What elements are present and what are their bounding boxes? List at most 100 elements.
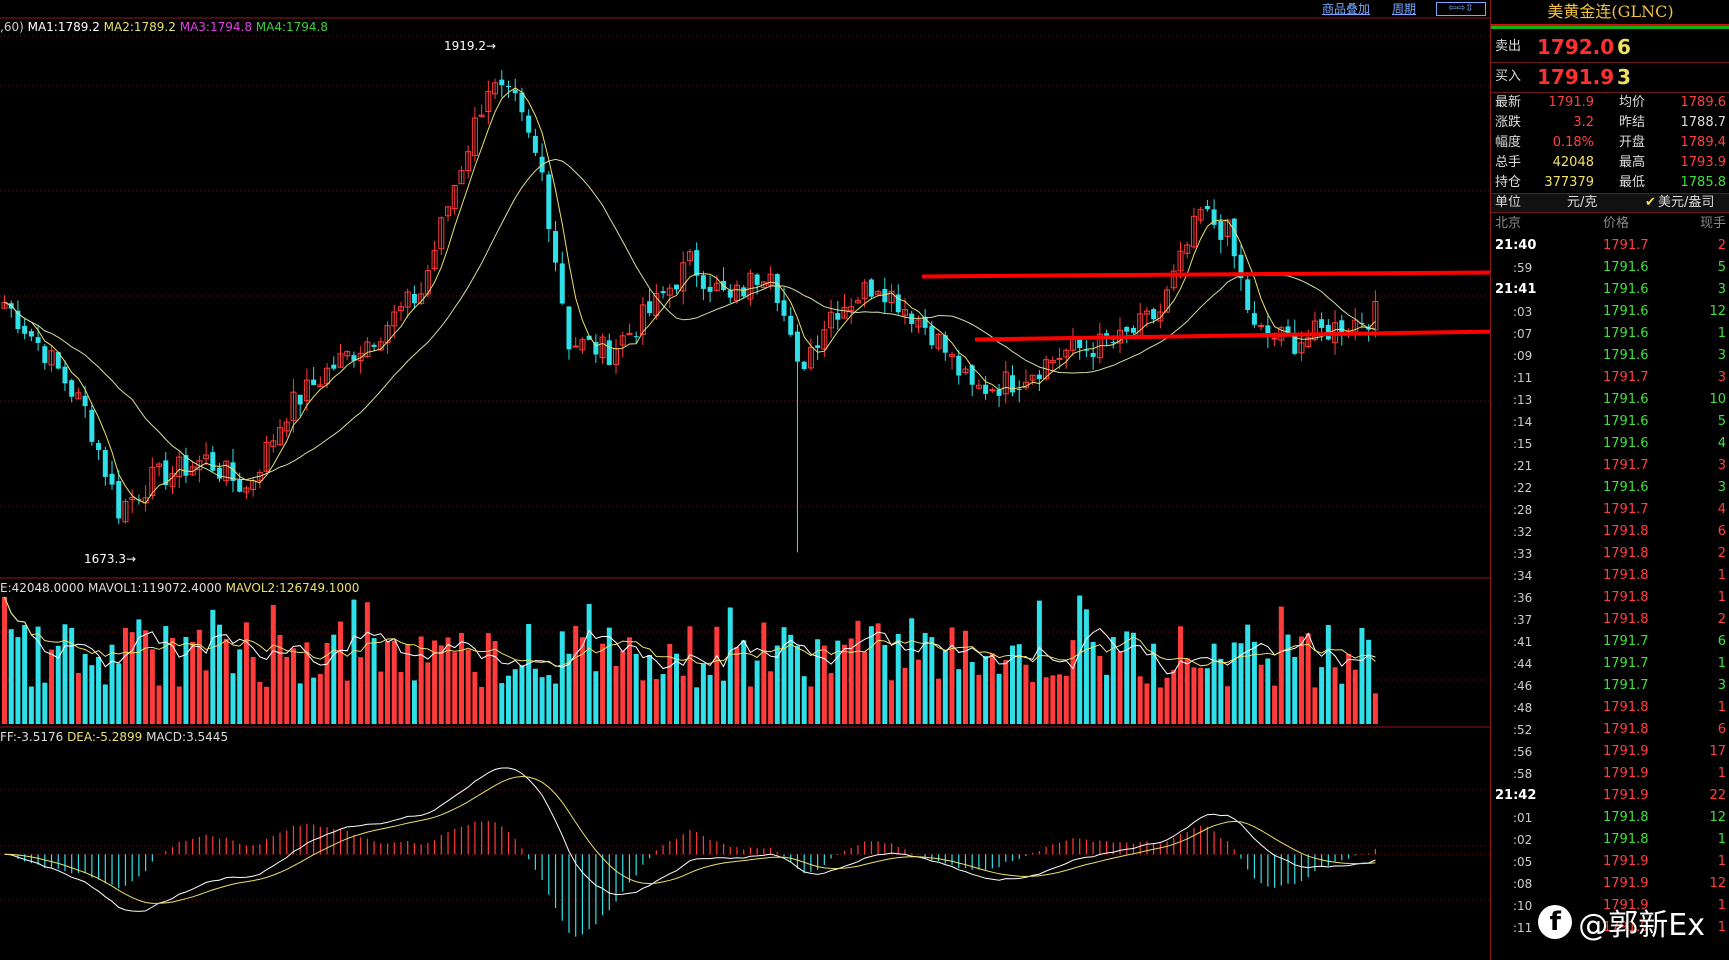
tick-time: :48 xyxy=(1513,701,1533,715)
legend-vol: E:42048.0000 xyxy=(0,581,85,595)
volume-bar xyxy=(600,643,606,724)
volume-bar xyxy=(1278,606,1284,724)
volume-bar xyxy=(962,630,968,724)
volume-bar xyxy=(1077,595,1083,724)
tick-qty: 6 xyxy=(1717,634,1726,649)
divider xyxy=(1491,62,1729,63)
volume-bar xyxy=(1110,637,1116,724)
buy-qty: 3 xyxy=(1617,65,1631,89)
candle-body xyxy=(707,286,713,292)
tick-row: :15 1791.6 4 xyxy=(1491,435,1729,453)
candle-body xyxy=(15,310,21,330)
tick-qty: 1 xyxy=(1717,854,1726,869)
candle-body xyxy=(559,263,565,304)
tick-price: 1791.7 xyxy=(1603,370,1649,385)
tick-price: 1791.6 xyxy=(1603,480,1649,495)
volume-bar xyxy=(1298,636,1304,724)
candle-body xyxy=(317,384,324,388)
volume-bar xyxy=(452,652,458,724)
volume-bar xyxy=(1251,641,1257,724)
tick-price: 1791.9 xyxy=(1603,920,1649,935)
tick-time: :33 xyxy=(1513,547,1533,561)
stat-label: 持仓 xyxy=(1495,175,1522,190)
volume-bar xyxy=(969,662,975,724)
volume-bar xyxy=(821,645,827,724)
zoom-buttons[interactable]: ⇦⇨⇳ xyxy=(1436,2,1486,16)
volume-bar xyxy=(647,654,653,724)
tick-time: :44 xyxy=(1513,657,1533,671)
tick-qty: 17 xyxy=(1709,744,1726,759)
volume-bar xyxy=(506,675,511,724)
candle-body xyxy=(337,353,344,368)
candle-body xyxy=(445,206,452,217)
tick-time: :01 xyxy=(1513,811,1533,825)
candle-body xyxy=(1077,338,1083,349)
legend-prefix: ,60) xyxy=(0,20,24,34)
sell-label: 卖出 xyxy=(1495,39,1522,54)
tick-price: 1791.7 xyxy=(1603,634,1649,649)
volume-bar xyxy=(1063,675,1069,724)
volume-bar xyxy=(163,626,169,724)
buy-row: 买入 1791.9 3 xyxy=(1491,64,1729,90)
candle-body xyxy=(344,351,351,357)
volume-bar xyxy=(868,626,874,724)
tick-price: 1791.6 xyxy=(1603,414,1649,429)
candle-body xyxy=(1251,313,1257,325)
volume-bar xyxy=(223,638,229,724)
volume-bar xyxy=(613,665,619,724)
volume-bar xyxy=(1359,627,1365,724)
volume-bar xyxy=(82,654,88,724)
candle-body xyxy=(283,421,290,432)
tick-row: :28 1791.7 4 xyxy=(1491,501,1729,519)
tick-time: :11 xyxy=(1513,921,1533,935)
unit-usd[interactable]: 美元/盎司 xyxy=(1658,195,1715,210)
candle-body xyxy=(1359,323,1365,325)
stat-value: 42048 xyxy=(1552,155,1594,170)
volume-bar xyxy=(385,641,391,724)
overlay-link[interactable]: 商品叠加 xyxy=(1322,2,1371,16)
candle-body xyxy=(1265,325,1271,335)
volume-bar xyxy=(338,621,343,724)
volume-bar xyxy=(1352,669,1358,724)
volume-bar xyxy=(700,663,706,724)
tick-row: :21 1791.7 3 xyxy=(1491,457,1729,475)
tick-row: :44 1791.7 1 xyxy=(1491,655,1729,673)
volume-bar xyxy=(781,627,787,724)
volume-bar xyxy=(519,665,525,724)
kline-chart[interactable] xyxy=(0,0,1490,960)
tick-row: :33 1791.8 2 xyxy=(1491,545,1729,563)
volume-bar xyxy=(774,645,780,724)
tick-row: :11 1791.9 1 xyxy=(1491,919,1729,937)
period-link[interactable]: 周期 xyxy=(1392,2,1417,16)
watermark: f @郭新Ex xyxy=(1538,900,1705,944)
volume-bar xyxy=(593,671,599,724)
volume-bar xyxy=(707,674,713,724)
volume-bar xyxy=(1305,633,1311,724)
tick-price: 1791.8 xyxy=(1603,700,1649,715)
tick-price: 1791.8 xyxy=(1603,810,1649,825)
unit-cny[interactable]: 元/克 xyxy=(1567,195,1598,210)
tick-time: :28 xyxy=(1513,503,1533,517)
tick-qty: 1 xyxy=(1717,898,1726,913)
candle-body xyxy=(96,443,102,450)
title-divider-green xyxy=(1491,26,1729,29)
tick-price: 1791.6 xyxy=(1603,348,1649,363)
stat-row: 最新 1791.9 均价 1789.6 xyxy=(1491,94,1729,112)
candle-body xyxy=(62,366,68,384)
instrument-title: 美黄金连(GLNC) xyxy=(1547,2,1674,21)
stat-label: 最高 xyxy=(1619,155,1646,170)
candle-body xyxy=(451,184,458,210)
volume-bar xyxy=(747,686,753,724)
volume-bar xyxy=(714,626,720,724)
candle-body xyxy=(331,364,337,369)
volume-bar xyxy=(640,680,646,724)
tick-price: 1791.9 xyxy=(1603,744,1649,759)
tick-row: :03 1791.6 12 xyxy=(1491,303,1729,321)
tick-qty: 4 xyxy=(1717,502,1726,517)
tick-qty: 1 xyxy=(1717,832,1726,847)
volume-bar xyxy=(378,671,384,724)
volume-bar xyxy=(1245,624,1251,724)
volume-bar xyxy=(512,669,518,724)
candle-body xyxy=(1197,209,1204,221)
candle-body xyxy=(700,275,706,289)
